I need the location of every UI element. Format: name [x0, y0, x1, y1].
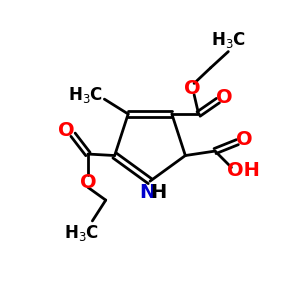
Text: N: N	[140, 183, 156, 202]
Text: O: O	[216, 88, 233, 107]
Text: H$_3$C: H$_3$C	[64, 223, 100, 243]
Text: H$_3$C: H$_3$C	[68, 85, 104, 105]
Text: OH: OH	[227, 161, 260, 180]
Text: H: H	[150, 183, 167, 202]
Text: O: O	[80, 173, 96, 192]
Text: O: O	[58, 121, 75, 140]
Text: O: O	[236, 130, 252, 149]
Text: O: O	[184, 79, 201, 98]
Text: H$_3$C: H$_3$C	[211, 30, 246, 50]
